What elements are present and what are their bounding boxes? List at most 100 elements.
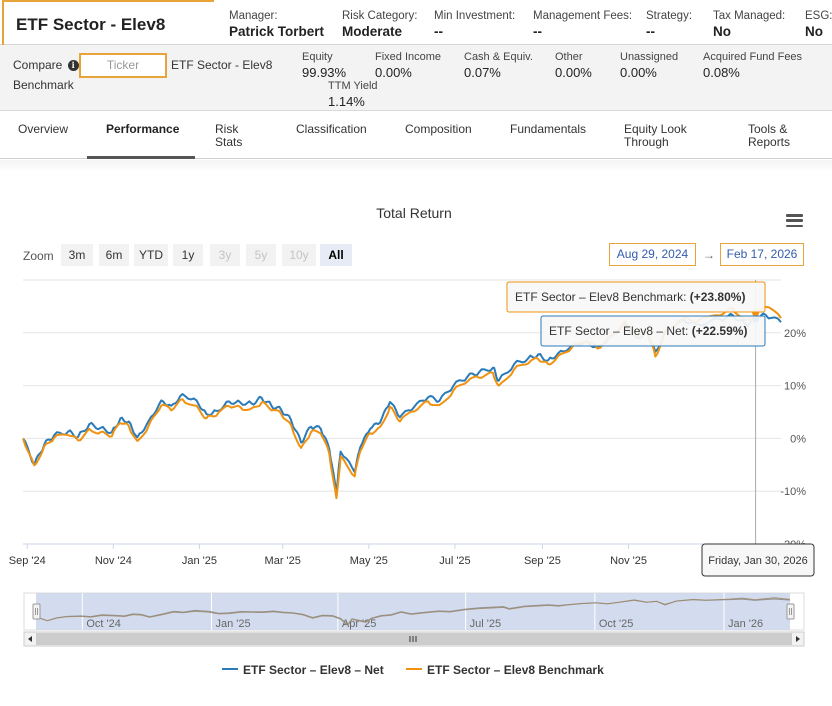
navigator-selected-range[interactable] <box>36 593 790 630</box>
x-tick-label: Sep '25 <box>524 555 561 567</box>
hover-date-label: Friday, Jan 30, 2026 <box>701 543 815 577</box>
scrollbar-thumb[interactable] <box>36 633 792 645</box>
ticker-input[interactable]: Ticker <box>79 53 167 78</box>
allocation-label: Cash & Equiv. <box>464 51 533 63</box>
scroll-left-arrow-icon[interactable] <box>28 636 32 642</box>
allocation-value: 99.93% <box>302 65 347 80</box>
tab-label: Performance <box>106 122 180 136</box>
tab-equity-look-through[interactable]: Equity Look Through <box>624 123 687 149</box>
x-tick-label: Nov '25 <box>610 555 647 567</box>
tab-tools-reports[interactable]: Tools & Reports <box>748 123 790 149</box>
range-from-input[interactable]: Aug 29, 2024 <box>609 243 696 266</box>
y-tick-label: 10% <box>784 381 806 393</box>
compare-label: Compare i <box>13 58 79 72</box>
tooltip-box <box>506 281 766 313</box>
tab-bar: Overview Performance Risk Stats Classifi… <box>0 111 832 159</box>
navigator-right-handle[interactable] <box>786 603 795 620</box>
field-label: Tax Managed: <box>713 10 786 22</box>
tab-label-line2: Through <box>624 135 669 149</box>
x-tick-label: May '25 <box>350 555 388 567</box>
hover-date-text: Friday, Jan 30, 2026 <box>708 555 807 567</box>
zoom-10y-button[interactable]: 10y <box>282 244 316 266</box>
field-value: -- <box>434 24 443 39</box>
y-tick-label: 20% <box>784 328 806 340</box>
navigator-tick-label: Jan '25 <box>216 618 251 630</box>
tab-fundamentals[interactable]: Fundamentals <box>510 123 586 136</box>
tax-managed-field: Tax Managed: No <box>713 9 785 40</box>
zoom-1y-button[interactable]: 1y <box>173 244 203 266</box>
y-tick-label: -10% <box>780 486 806 498</box>
y-tick-label: 0% <box>790 433 806 445</box>
info-icon[interactable]: i <box>67 60 79 71</box>
min-investment-field: Min Investment: -- <box>434 9 515 40</box>
y-axis: -20%-10%0%10%20% <box>780 328 806 551</box>
navigator-scrollbar[interactable] <box>23 631 805 647</box>
zoom-all-button[interactable]: All <box>320 244 352 266</box>
tab-overview[interactable]: Overview <box>18 123 68 136</box>
range-navigator[interactable]: Oct '24 Jan '25 Apr '25 Jul '25 Oct '25 Jan '… <box>0 590 832 650</box>
field-value: -- <box>646 24 655 39</box>
tooltip-text: ETF Sector – Elev8 Benchmark: (+23.80%) <box>515 290 745 304</box>
x-tick-label: Jan '25 <box>182 555 217 567</box>
allocation-equity: Equity 99.93% <box>302 51 346 81</box>
active-tab-indicator <box>87 156 195 159</box>
tab-risk-stats[interactable]: Risk Stats <box>215 123 242 149</box>
hover-date-box <box>701 543 815 577</box>
zoom-6m-button[interactable]: 6m <box>99 244 129 266</box>
legend-item-net[interactable]: ETF Sector – Elev8 – Net <box>222 663 384 677</box>
fund-title-box: ETF Sector - Elev8 <box>2 0 214 45</box>
x-tick-label: Sep '24 <box>9 555 46 567</box>
esg-field: ESG: No <box>805 9 832 40</box>
range-arrow: → <box>703 248 715 262</box>
zoom-3y-button[interactable]: 3y <box>210 244 240 266</box>
tooltip: ETF Sector – Elev8 – Net: (+22.59%) <box>540 315 766 347</box>
tab-performance[interactable]: Performance <box>106 123 179 136</box>
field-value: No <box>713 24 731 39</box>
allocation-label: Acquired Fund Fees <box>703 51 803 63</box>
allocation-value: 0.00% <box>555 65 592 80</box>
field-label: Risk Category: <box>342 10 418 22</box>
allocation-acquired-fund-fees: Acquired Fund Fees 0.08% <box>703 51 802 81</box>
field-label: ESG: <box>805 10 832 22</box>
tab-classification[interactable]: Classification <box>296 123 367 136</box>
legend-label: ETF Sector – Elev8 – Net <box>243 663 384 677</box>
field-value: Moderate <box>342 24 403 39</box>
allocation-label: Other <box>555 51 583 63</box>
tab-composition[interactable]: Composition <box>405 123 472 136</box>
x-tick-label: Nov '24 <box>95 555 132 567</box>
zoom-ytd-button[interactable]: YTD <box>134 244 168 266</box>
section-divider <box>0 160 832 172</box>
tab-label: Fundamentals <box>510 122 587 136</box>
management-fees-field: Management Fees: -- <box>533 9 632 40</box>
tab-label: Equity Look <box>624 122 687 136</box>
compare-band: Compare i Benchmark Ticker ETF Sector - … <box>0 45 832 111</box>
allocation-cash: Cash & Equiv. 0.07% <box>464 51 533 81</box>
zoom-3m-button[interactable]: 3m <box>61 244 93 266</box>
allocation-other: Other 0.00% <box>555 51 592 81</box>
hamburger-menu-icon[interactable] <box>786 214 803 228</box>
legend-item-benchmark[interactable]: ETF Sector – Elev8 Benchmark <box>406 663 604 677</box>
allocation-label: Unassigned <box>620 51 679 63</box>
allocation-value: 0.08% <box>703 65 740 80</box>
zoom-5y-button[interactable]: 5y <box>246 244 276 266</box>
scroll-right-arrow-icon[interactable] <box>796 636 800 642</box>
navigator-left-handle[interactable] <box>32 603 41 620</box>
benchmark-name: ETF Sector - Elev8 <box>171 58 273 72</box>
allocation-label: TTM Yield <box>328 80 378 92</box>
fund-title: ETF Sector - Elev8 <box>16 15 166 34</box>
legend-swatch <box>222 668 238 670</box>
range-to-input[interactable]: Feb 17, 2026 <box>720 243 804 266</box>
tooltip-layer: ETF Sector – Elev8 Benchmark: (+23.80%) E… <box>506 281 815 577</box>
x-tick-label: Jul '25 <box>439 555 470 567</box>
strategy-field: Strategy: -- <box>646 9 692 40</box>
x-tick-label: Mar '25 <box>265 555 301 567</box>
navigator-tick-label: Oct '25 <box>599 618 634 630</box>
allocation-value: 0.07% <box>464 65 501 80</box>
navigator-tick-label: Jan '26 <box>728 618 763 630</box>
tab-label-line2: Reports <box>748 135 791 149</box>
allocation-ttm-yield: TTM Yield 1.14% <box>328 80 378 110</box>
allocation-label: Equity <box>302 51 333 63</box>
tooltip: ETF Sector – Elev8 Benchmark: (+23.80%) <box>506 281 766 313</box>
allocation-fixed-income: Fixed Income 0.00% <box>375 51 441 81</box>
